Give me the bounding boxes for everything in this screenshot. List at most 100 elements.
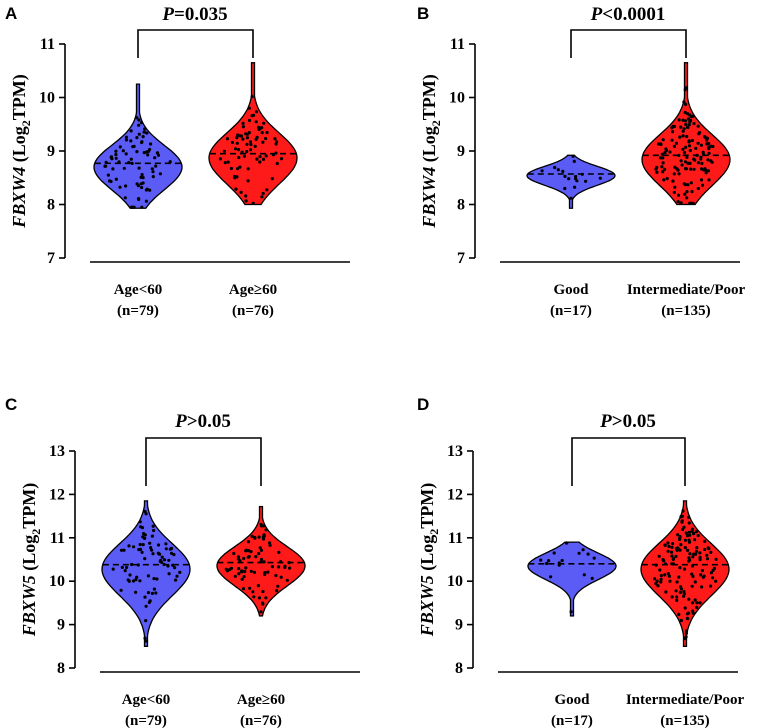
data-point	[557, 561, 561, 565]
data-point	[259, 610, 263, 614]
data-point	[277, 550, 281, 555]
data-point	[140, 205, 144, 209]
data-point	[655, 165, 659, 169]
data-point	[229, 566, 234, 570]
data-point	[145, 187, 149, 191]
data-point	[698, 551, 702, 555]
data-point	[668, 150, 672, 154]
data-point	[138, 520, 142, 524]
data-point	[681, 147, 685, 151]
data-point	[158, 172, 162, 176]
data-point	[684, 122, 688, 127]
data-point	[682, 127, 686, 131]
data-point	[225, 137, 230, 141]
p-symbol: P	[599, 411, 612, 432]
data-point	[582, 573, 586, 577]
data-point	[259, 548, 264, 553]
data-point	[709, 144, 713, 148]
data-point	[590, 576, 594, 581]
data-point	[285, 578, 289, 582]
significance-bracket	[137, 29, 254, 58]
data-point	[684, 102, 688, 106]
data-point	[246, 167, 250, 171]
data-point	[287, 561, 291, 565]
data-point	[132, 205, 136, 209]
data-point	[688, 120, 692, 124]
y-label-gene: FBXW5	[417, 575, 437, 637]
data-point	[247, 555, 251, 559]
data-point	[681, 509, 685, 513]
data-point	[545, 561, 549, 566]
data-point	[540, 169, 544, 173]
data-point	[124, 135, 129, 139]
data-point	[114, 153, 118, 157]
violin-body	[640, 500, 730, 647]
data-point	[680, 519, 684, 523]
significance-bracket	[145, 437, 262, 486]
data-point	[239, 190, 243, 194]
data-point	[683, 160, 688, 164]
data-point	[131, 579, 136, 583]
data-point	[696, 186, 700, 191]
data-point	[664, 590, 668, 594]
data-point	[144, 512, 148, 516]
data-point	[135, 575, 139, 579]
data-point	[677, 612, 681, 617]
y-tick-label: 9	[457, 143, 465, 160]
data-point	[685, 196, 689, 200]
data-point	[670, 554, 674, 558]
data-point	[148, 599, 152, 603]
data-point	[279, 157, 284, 161]
data-point	[679, 618, 684, 623]
data-point	[709, 550, 713, 555]
panel-B: B 7 8 9 10 11 FBXW4 (Log2TPM) P<0.0001 Good (n=17…	[417, 4, 745, 319]
violin-body	[526, 154, 616, 209]
data-point	[279, 560, 283, 564]
data-point	[663, 573, 667, 577]
data-point	[237, 155, 241, 160]
data-point	[679, 543, 683, 547]
data-point	[553, 165, 557, 170]
significance-bracket	[571, 437, 686, 486]
data-point	[685, 125, 690, 129]
category-n-label: (n=17)	[551, 713, 593, 728]
data-point	[111, 567, 115, 571]
data-point	[251, 590, 255, 594]
data-point	[234, 187, 238, 191]
data-point	[233, 176, 237, 180]
data-point	[124, 152, 128, 156]
data-point	[143, 127, 147, 131]
y-label-sub: 2	[29, 529, 43, 535]
data-point	[677, 575, 681, 579]
data-point	[703, 539, 707, 544]
data-point	[120, 565, 124, 570]
data-point	[657, 554, 661, 558]
data-point	[261, 535, 265, 539]
violin-body	[208, 62, 298, 206]
panel-letter: A	[5, 4, 17, 23]
y-tick-label: 10	[49, 573, 65, 590]
data-point	[236, 167, 240, 171]
data-point	[670, 545, 674, 549]
data-point	[250, 95, 254, 99]
data-point	[162, 562, 166, 567]
data-point	[155, 577, 159, 581]
data-point	[659, 574, 663, 578]
data-point	[700, 569, 705, 573]
data-point	[235, 141, 239, 145]
data-point	[274, 573, 278, 578]
data-point	[683, 538, 688, 542]
data-point	[705, 138, 709, 142]
data-point	[679, 125, 683, 129]
data-point	[709, 584, 713, 588]
data-point	[687, 611, 691, 615]
data-point	[274, 151, 278, 155]
data-point	[674, 554, 678, 559]
data-point	[276, 584, 280, 588]
y-label-sub: 2	[429, 120, 443, 126]
y-tick-label: 8	[47, 197, 55, 214]
data-point	[661, 138, 665, 142]
data-point	[698, 601, 702, 605]
category-label: Age<60	[122, 692, 171, 708]
data-point	[552, 551, 556, 555]
